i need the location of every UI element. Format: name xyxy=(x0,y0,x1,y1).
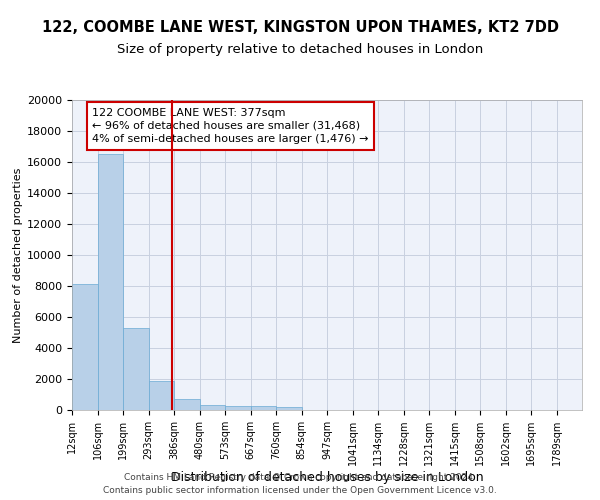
Bar xyxy=(97,154,123,410)
Bar xyxy=(276,407,302,410)
Bar xyxy=(251,406,276,410)
Bar xyxy=(174,399,199,410)
Text: Contains HM Land Registry data © Crown copyright and database right 2024.: Contains HM Land Registry data © Crown c… xyxy=(124,472,476,482)
Bar xyxy=(149,382,174,410)
Bar xyxy=(225,406,251,410)
Text: 122 COOMBE LANE WEST: 377sqm
← 96% of detached houses are smaller (31,468)
4% of: 122 COOMBE LANE WEST: 377sqm ← 96% of de… xyxy=(92,108,369,144)
Bar xyxy=(199,404,225,410)
Bar xyxy=(123,328,149,410)
Text: Contains public sector information licensed under the Open Government Licence v3: Contains public sector information licen… xyxy=(103,486,497,495)
Bar xyxy=(72,284,97,410)
Y-axis label: Number of detached properties: Number of detached properties xyxy=(13,168,23,342)
Text: 122, COOMBE LANE WEST, KINGSTON UPON THAMES, KT2 7DD: 122, COOMBE LANE WEST, KINGSTON UPON THA… xyxy=(41,20,559,35)
Text: Size of property relative to detached houses in London: Size of property relative to detached ho… xyxy=(117,42,483,56)
X-axis label: Distribution of detached houses by size in London: Distribution of detached houses by size … xyxy=(170,471,484,484)
